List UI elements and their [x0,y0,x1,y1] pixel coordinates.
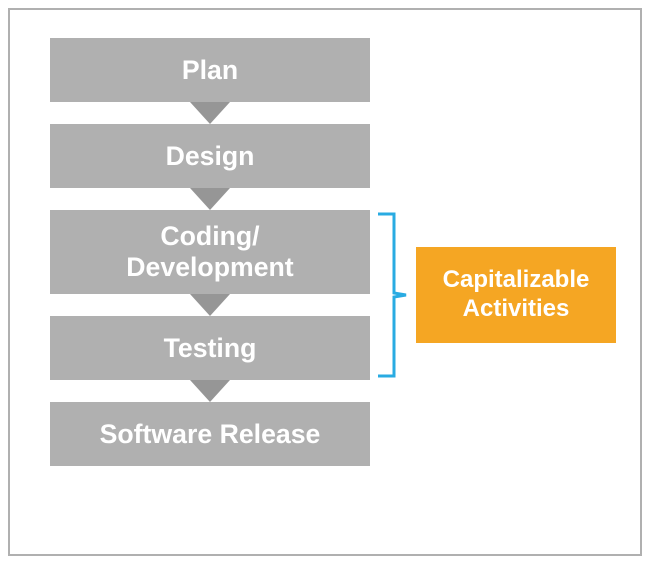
callout-capitalizable: Capitalizable Activities [416,247,616,343]
step-label: Testing [164,333,257,364]
step-label: Design [166,141,255,172]
step-testing: Testing [50,316,370,380]
step-design: Design [50,124,370,188]
step-label: Coding/ Development [126,221,293,282]
step-label: Software Release [100,419,321,450]
step-label: Plan [182,55,238,86]
step-coding-development: Coding/ Development [50,210,370,294]
flow-column: Plan Design Coding/ Development Testing … [50,38,370,466]
step-plan: Plan [50,38,370,102]
arrow-down-icon [190,380,230,402]
bracket-icon [376,212,414,378]
diagram-frame: Plan Design Coding/ Development Testing … [8,8,642,556]
arrow-down-icon [190,102,230,124]
step-software-release: Software Release [50,402,370,466]
arrow-down-icon [190,188,230,210]
arrow-down-icon [190,294,230,316]
callout-label: Capitalizable Activities [443,266,590,324]
